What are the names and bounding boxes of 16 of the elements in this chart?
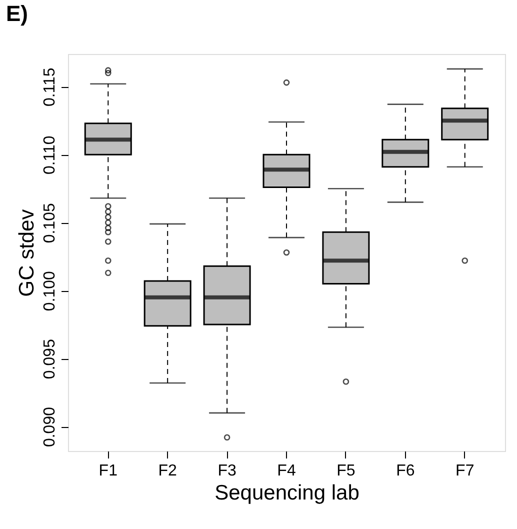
y-tick-label: 0.095 bbox=[42, 338, 58, 380]
x-tick-label: F6 bbox=[396, 462, 415, 480]
x-tick-label: F2 bbox=[158, 462, 178, 480]
y-tick-label: 0.090 bbox=[42, 406, 58, 448]
chart-title: E) bbox=[6, 1, 28, 26]
x-tick-label: F7 bbox=[456, 462, 474, 480]
y-tick-label: 0.110 bbox=[42, 136, 58, 175]
y-tick-label: 0.100 bbox=[42, 270, 58, 312]
y-axis-title: GC stdev bbox=[16, 208, 38, 297]
y-tick-label: 0.115 bbox=[42, 68, 58, 107]
x-tick-label: F3 bbox=[218, 462, 236, 480]
y-tick-label: 0.105 bbox=[42, 202, 58, 244]
x-tick-label: F1 bbox=[98, 462, 118, 480]
x-axis-title: Sequencing lab bbox=[214, 482, 360, 504]
x-tick-label: F4 bbox=[277, 462, 296, 480]
x-tick-label: F5 bbox=[336, 462, 356, 480]
